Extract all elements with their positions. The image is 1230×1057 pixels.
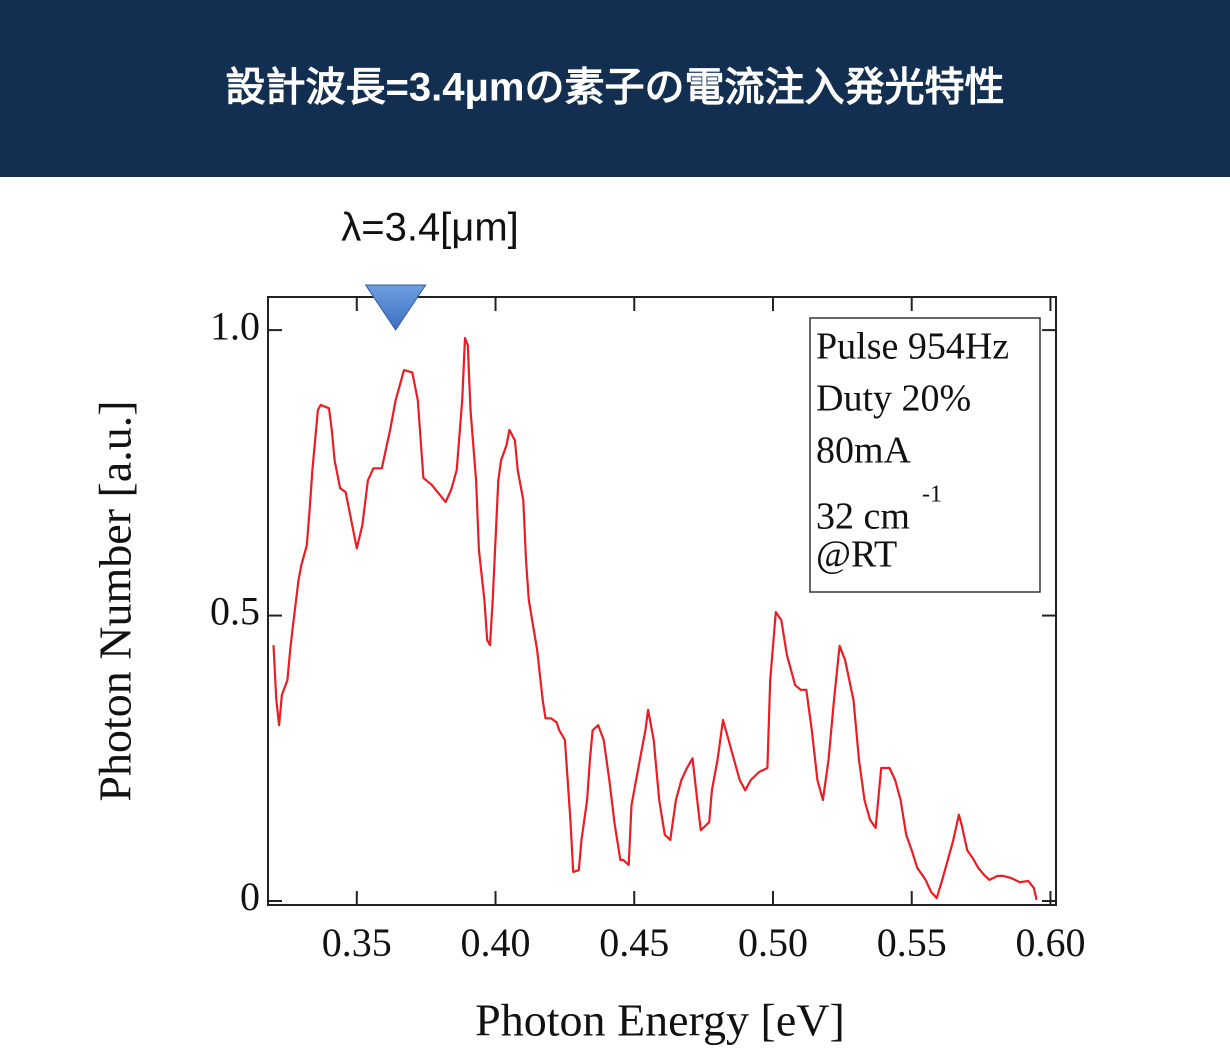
annotation: λ=3.4[μm] [341, 206, 519, 250]
plot-frame [267, 296, 1057, 906]
x-tick-label: 0.50 [738, 920, 808, 965]
x-tick-label: 0.35 [322, 920, 392, 965]
info-box [809, 317, 1041, 593]
x-tick-label: 0.40 [461, 920, 531, 965]
x-tick-label: 0.60 [1015, 920, 1085, 965]
y-tick-label: 1.0 [210, 303, 260, 348]
x-tick-label: 0.45 [599, 920, 669, 965]
info-superscript: -1 [922, 482, 942, 508]
spectrum-line [272, 337, 1038, 901]
y-tick-label: 0.5 [210, 589, 260, 634]
info-text: Pulse 954Hz [816, 326, 1009, 368]
title-banner [0, 0, 1230, 177]
y-tick-label: 0 [240, 874, 260, 919]
wavelength-marker [364, 284, 427, 331]
info-text: 80mA [816, 430, 912, 472]
info-text: 32 cm [816, 496, 910, 538]
x-axis-label: Photon Energy [eV] [475, 995, 845, 1046]
info-text: @RT [816, 534, 897, 576]
y-axis-label: Photon Number [a.u.] [90, 400, 141, 801]
info-text: Duty 20% [816, 378, 971, 420]
x-tick-label: 0.55 [877, 920, 947, 965]
slide-title: 設計波長=3.4μmの素子の電流注入発光特性 [225, 66, 1004, 110]
